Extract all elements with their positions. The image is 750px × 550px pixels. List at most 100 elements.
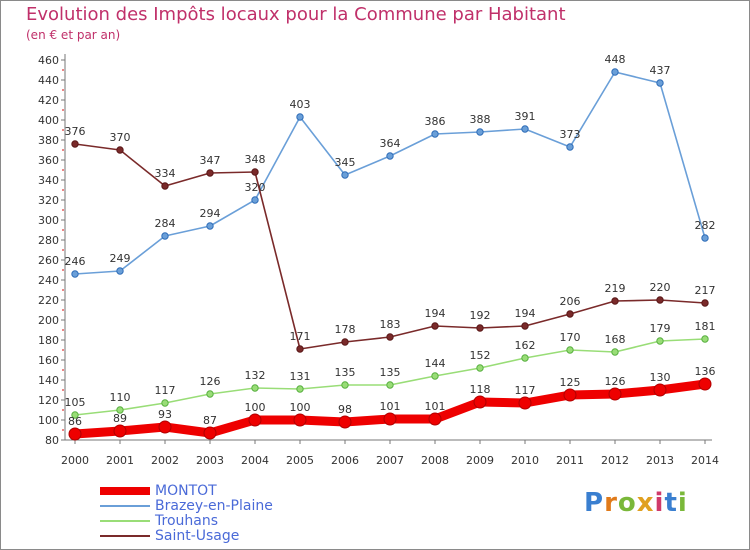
data-label-montot: 126 <box>605 375 626 388</box>
data-point-montot <box>113 424 127 438</box>
data-point-saint-usage <box>296 345 304 353</box>
data-label-montot: 98 <box>338 403 352 416</box>
data-point-trouhans <box>476 364 484 372</box>
data-label-brazey-en-plaine: 391 <box>515 110 536 123</box>
data-point-trouhans <box>701 335 709 343</box>
data-label-trouhans: 132 <box>245 369 266 382</box>
logo-letter: o <box>617 488 637 518</box>
data-point-brazey-en-plaine <box>206 222 214 230</box>
data-point-saint-usage <box>701 299 709 307</box>
legend-item-saint-usage: Saint-Usage <box>100 529 273 544</box>
data-point-trouhans <box>116 406 124 414</box>
data-point-brazey-en-plaine <box>476 128 484 136</box>
y-minor-tick <box>62 209 64 211</box>
logo-letter: P <box>584 488 605 518</box>
x-tick-label: 2010 <box>511 454 539 467</box>
data-label-montot: 101 <box>425 400 446 413</box>
data-label-montot: 93 <box>158 408 172 421</box>
data-point-brazey-en-plaine <box>251 196 259 204</box>
data-label-brazey-en-plaine: 437 <box>650 64 671 77</box>
logo-letter: x <box>636 488 655 518</box>
data-label-saint-usage: 219 <box>605 282 626 295</box>
data-point-montot <box>563 388 577 402</box>
legend-label-montot: MONTOT <box>155 483 217 499</box>
data-label-brazey-en-plaine: 364 <box>380 137 401 150</box>
data-label-brazey-en-plaine: 386 <box>425 115 446 128</box>
data-point-saint-usage <box>611 297 619 305</box>
data-label-trouhans: 152 <box>470 349 491 362</box>
legend-label-trouhans: Trouhans <box>155 513 218 529</box>
y-minor-tick <box>62 429 64 431</box>
y-minor-tick <box>62 309 64 311</box>
data-point-brazey-en-plaine <box>521 125 529 133</box>
data-label-montot: 117 <box>515 384 536 397</box>
y-tick-label: 300 <box>38 214 59 227</box>
data-label-montot: 101 <box>380 400 401 413</box>
y-tick-label: 340 <box>38 174 59 187</box>
data-label-brazey-en-plaine: 282 <box>695 219 716 232</box>
data-label-saint-usage: 183 <box>380 318 401 331</box>
y-tick-label: 160 <box>38 354 59 367</box>
data-label-trouhans: 144 <box>425 357 446 370</box>
data-label-trouhans: 179 <box>650 322 671 335</box>
data-label-saint-usage: 334 <box>155 167 176 180</box>
data-label-saint-usage: 206 <box>560 295 581 308</box>
data-point-brazey-en-plaine <box>566 143 574 151</box>
data-point-montot <box>293 413 307 427</box>
data-label-montot: 100 <box>290 401 311 414</box>
data-point-saint-usage <box>386 333 394 341</box>
x-tick-label: 2013 <box>646 454 674 467</box>
data-label-trouhans: 135 <box>335 366 356 379</box>
data-point-brazey-en-plaine <box>386 152 394 160</box>
data-point-brazey-en-plaine <box>296 113 304 121</box>
data-label-trouhans: 135 <box>380 366 401 379</box>
data-point-saint-usage <box>251 168 259 176</box>
data-point-saint-usage <box>161 182 169 190</box>
legend-label-brazey: Brazey-en-Plaine <box>155 498 273 514</box>
data-point-brazey-en-plaine <box>71 270 79 278</box>
data-point-montot <box>68 427 82 441</box>
data-label-saint-usage: 194 <box>515 307 536 320</box>
data-label-saint-usage: 217 <box>695 284 716 297</box>
data-label-trouhans: 117 <box>155 384 176 397</box>
data-label-trouhans: 126 <box>200 375 221 388</box>
x-tick-label: 2014 <box>691 454 719 467</box>
y-minor-tick <box>62 349 64 351</box>
y-minor-tick <box>62 149 64 151</box>
x-tick-label: 2003 <box>196 454 224 467</box>
data-label-saint-usage: 220 <box>650 281 671 294</box>
data-point-saint-usage <box>206 169 214 177</box>
data-point-brazey-en-plaine <box>161 232 169 240</box>
data-point-trouhans <box>161 399 169 407</box>
data-label-trouhans: 168 <box>605 333 626 346</box>
legend-swatch-trouhans <box>100 520 150 522</box>
data-point-saint-usage <box>341 338 349 346</box>
y-tick-label: 100 <box>38 414 59 427</box>
y-tick-label: 200 <box>38 314 59 327</box>
y-minor-tick <box>62 249 64 251</box>
x-tick-label: 2011 <box>556 454 584 467</box>
x-tick-label: 2012 <box>601 454 629 467</box>
data-label-trouhans: 131 <box>290 370 311 383</box>
data-label-trouhans: 170 <box>560 331 581 344</box>
x-tick-label: 2004 <box>241 454 269 467</box>
y-tick-label: 280 <box>38 234 59 247</box>
data-point-montot <box>338 415 352 429</box>
data-point-brazey-en-plaine <box>701 234 709 242</box>
legend-item-brazey: Brazey-en-Plaine <box>100 499 273 514</box>
data-point-saint-usage <box>71 140 79 148</box>
data-label-saint-usage: 376 <box>65 125 86 138</box>
data-point-brazey-en-plaine <box>656 79 664 87</box>
logo-letter: t <box>664 488 678 518</box>
data-label-trouhans: 162 <box>515 339 536 352</box>
y-minor-tick <box>62 169 64 171</box>
y-minor-tick <box>62 189 64 191</box>
y-tick-label: 380 <box>38 134 59 147</box>
legend-item-montot: MONTOT <box>100 484 273 499</box>
data-point-trouhans <box>386 381 394 389</box>
data-point-montot <box>473 395 487 409</box>
data-point-montot <box>203 426 217 440</box>
y-tick-label: 400 <box>38 114 59 127</box>
